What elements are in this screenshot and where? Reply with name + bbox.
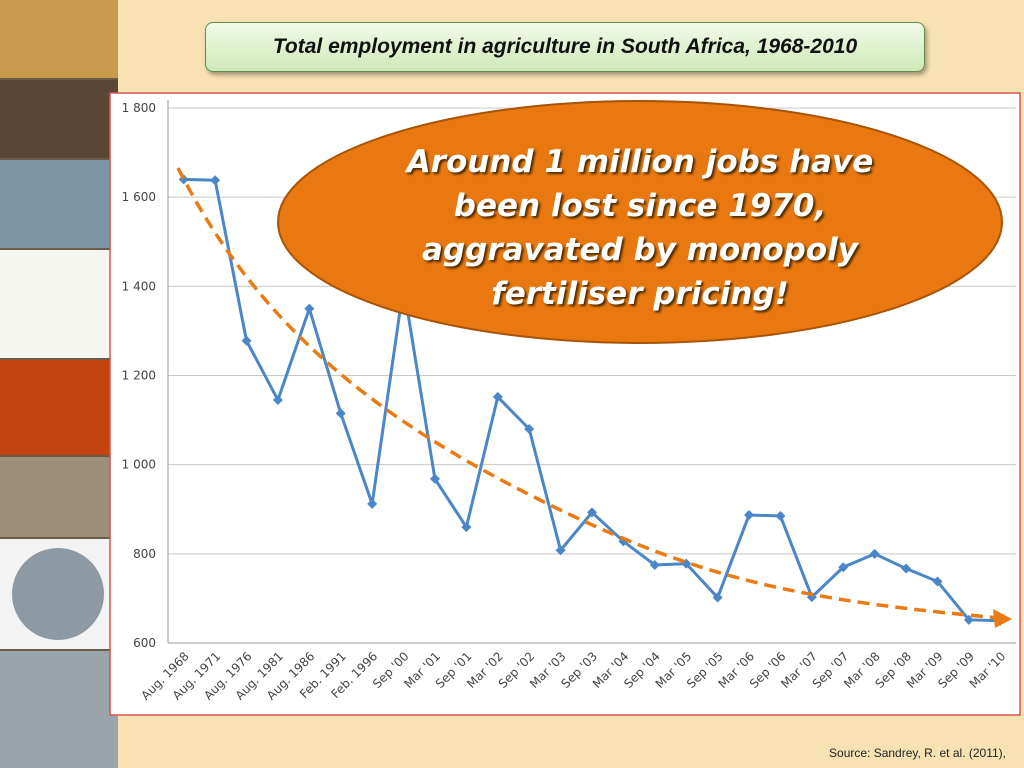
data-point [429, 473, 440, 484]
y-tick-label: 1 800 [122, 101, 156, 115]
data-point [461, 522, 472, 533]
data-point [775, 510, 786, 521]
data-point [869, 548, 880, 559]
data-point [241, 335, 252, 346]
image-tile [0, 360, 118, 455]
annotation: Around 1 million jobs have been lost sin… [406, 144, 874, 312]
image-tile [0, 250, 118, 358]
data-point [272, 395, 283, 406]
data-point [304, 303, 315, 314]
y-tick-label: 1 200 [122, 369, 156, 383]
y-tick-label: 600 [133, 636, 156, 650]
data-point [963, 614, 974, 625]
image-tile [0, 651, 118, 768]
data-point [524, 424, 535, 434]
image-coil [12, 548, 104, 640]
data-point [744, 510, 755, 521]
data-point [555, 545, 566, 556]
trend-line [176, 167, 1001, 620]
image-tile [0, 160, 118, 248]
data-point [712, 592, 723, 603]
image-tile [0, 0, 118, 78]
data-point [838, 562, 849, 573]
data-point [210, 175, 221, 186]
image-tile [0, 457, 118, 537]
callout-ellipse [277, 100, 1003, 344]
data-point [649, 559, 660, 570]
y-tick-label: 1 600 [122, 190, 156, 204]
y-tick-label: 1 000 [122, 458, 156, 472]
source: Source: Sandrey, R. et al. (2011), [829, 746, 1006, 760]
data-point [901, 563, 912, 574]
data-point [367, 498, 378, 509]
data-point [335, 408, 346, 419]
data-point [587, 507, 597, 518]
image-tile [0, 80, 118, 158]
y-tick-label: 800 [133, 547, 156, 561]
y-tick-label: 1 400 [122, 279, 156, 293]
trend-arrow [993, 609, 1012, 628]
data-point [932, 576, 943, 587]
data-point [492, 391, 503, 402]
chart-title: Total employment in agriculture in South… [205, 22, 925, 72]
